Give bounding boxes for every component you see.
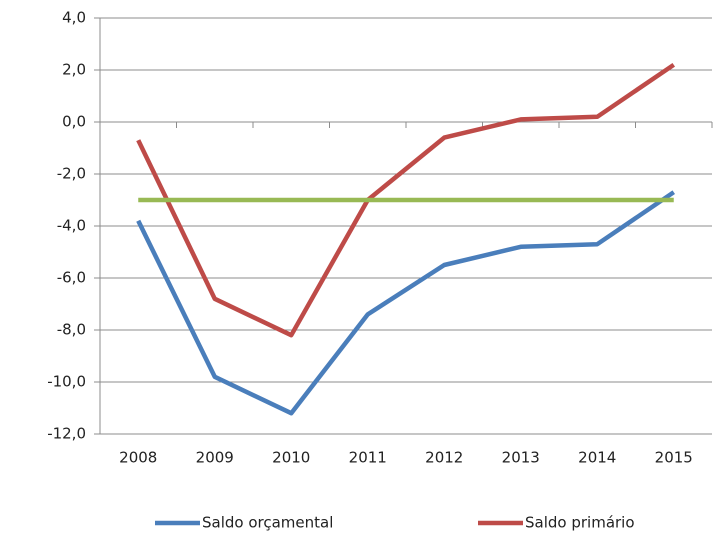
x-tick-label: 2012 bbox=[425, 449, 463, 467]
y-tick-label: -8,0 bbox=[57, 321, 86, 339]
y-tick-label: -2,0 bbox=[57, 165, 86, 183]
series-line bbox=[136, 62, 676, 338]
y-tick-label: -6,0 bbox=[57, 269, 86, 287]
x-tick-label: 2013 bbox=[502, 449, 540, 467]
series-line bbox=[136, 190, 676, 416]
x-tick-label: 2014 bbox=[578, 449, 616, 467]
x-tick-label: 2010 bbox=[272, 449, 310, 467]
y-tick-label: 0,0 bbox=[62, 113, 86, 131]
x-tick-label: 2008 bbox=[119, 449, 157, 467]
x-tick-label: 2011 bbox=[349, 449, 387, 467]
y-tick-label: 4,0 bbox=[62, 9, 86, 27]
x-tick-label: 2015 bbox=[655, 449, 693, 467]
y-tick-label: -10,0 bbox=[47, 373, 86, 391]
y-tick-label: -12,0 bbox=[47, 425, 86, 443]
x-tick-label: 2009 bbox=[196, 449, 234, 467]
y-tick-label: -4,0 bbox=[57, 217, 86, 235]
y-tick-label: 2,0 bbox=[62, 61, 86, 79]
legend-label: Saldo primário bbox=[525, 514, 635, 532]
legend-label: Saldo orçamental bbox=[202, 514, 333, 532]
